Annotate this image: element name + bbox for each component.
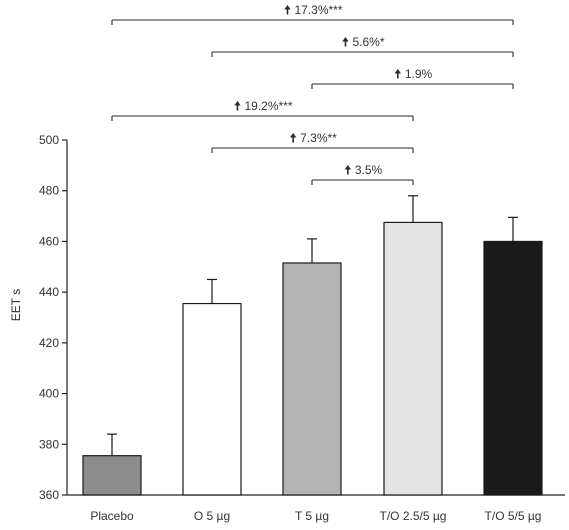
comparison-label: 1.9% bbox=[405, 67, 433, 81]
comparison-label: 7.3%** bbox=[300, 131, 337, 145]
x-category-label: T/O 2.5/5 µg bbox=[380, 509, 447, 523]
y-tick-label: 360 bbox=[39, 488, 59, 502]
up-arrow-icon bbox=[234, 101, 241, 111]
comparison-annotations: 17.3%*** 5.6%* 1.9% 19.2%*** 7.3%** 3.5% bbox=[111, 3, 514, 185]
y-tick-label: 420 bbox=[39, 336, 59, 350]
bar bbox=[483, 240, 543, 496]
y-tick-label: 400 bbox=[39, 387, 59, 401]
comparison-label: 3.5% bbox=[355, 163, 383, 177]
x-category-label: T/O 5/5 µg bbox=[485, 509, 542, 523]
comparison-label: 5.6%* bbox=[352, 35, 384, 49]
comparison-label: 19.2%*** bbox=[244, 99, 292, 113]
y-axis: 360 380 400 420 440 460 480 500 bbox=[39, 133, 565, 502]
x-axis-labels: Placebo O 5 µg T 5 µg T/O 2.5/5 µg T/O 5/5 µ… bbox=[90, 509, 541, 523]
y-tick-label: 380 bbox=[39, 437, 59, 451]
x-category-label: O 5 µg bbox=[194, 509, 230, 523]
comparison-bracket: 19.2%*** bbox=[111, 99, 414, 121]
y-tick-label: 460 bbox=[39, 234, 59, 248]
y-tick-label: 480 bbox=[39, 184, 59, 198]
comparison-bracket: 7.3%** bbox=[211, 131, 414, 153]
x-category-label: Placebo bbox=[90, 509, 134, 523]
bar bbox=[82, 455, 142, 496]
up-arrow-icon bbox=[284, 5, 291, 15]
up-arrow-icon bbox=[342, 37, 349, 47]
comparison-bracket: 3.5% bbox=[311, 163, 414, 185]
bar bbox=[282, 262, 342, 496]
up-arrow-icon bbox=[394, 69, 402, 79]
bar bbox=[182, 302, 242, 496]
x-category-label: T 5 µg bbox=[295, 509, 329, 523]
bar bbox=[383, 221, 443, 496]
comparison-bracket: 1.9% bbox=[311, 67, 514, 89]
up-arrow-icon bbox=[289, 133, 297, 143]
up-arrow-icon bbox=[344, 165, 352, 175]
y-tick-label: 440 bbox=[39, 285, 59, 299]
bars bbox=[82, 195, 543, 496]
comparison-bracket: 17.3%*** bbox=[111, 3, 514, 25]
comparison-label: 17.3%*** bbox=[294, 3, 342, 17]
y-axis-title: EET s bbox=[9, 289, 23, 321]
comparison-bracket: 5.6%* bbox=[211, 35, 514, 57]
y-tick-label: 500 bbox=[39, 133, 59, 147]
